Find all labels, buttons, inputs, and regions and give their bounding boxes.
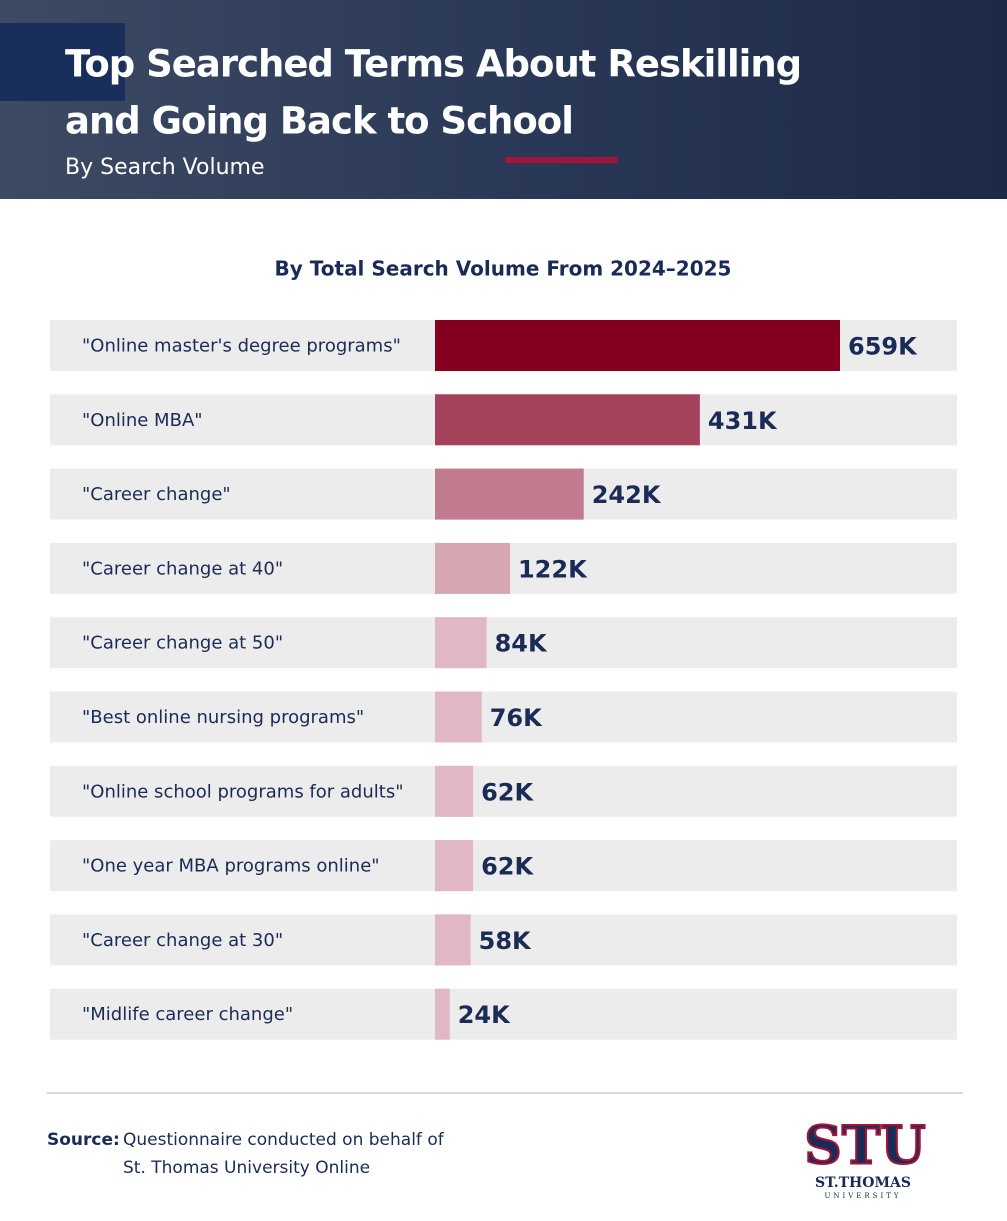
source-text: St. Thomas University Online <box>123 1158 370 1178</box>
row-background <box>50 617 957 669</box>
value-label: 62K <box>481 778 534 806</box>
header-title: Top Searched Terms About Reskilling <box>65 43 801 86</box>
bar <box>435 914 471 966</box>
bar <box>435 394 700 446</box>
bar <box>435 988 450 1040</box>
chart-title: By Total Search Volume From 2024–2025 <box>275 257 732 281</box>
category-label: "Best online nursing programs" <box>82 707 364 728</box>
bar <box>435 468 584 520</box>
row-background <box>50 840 957 892</box>
bar <box>435 765 474 817</box>
bar <box>435 542 510 594</box>
bar <box>435 617 487 669</box>
category-label: "Career change at 40" <box>82 558 283 579</box>
logo-name: ST.THOMAS <box>815 1175 911 1191</box>
category-label: "Career change" <box>82 484 231 505</box>
category-label: "Career change at 50" <box>82 633 283 654</box>
value-label: 76K <box>490 704 543 732</box>
header-accent <box>505 157 618 163</box>
row-background <box>50 691 957 743</box>
source-text: Questionnaire conducted on behalf of <box>123 1130 445 1150</box>
value-label: 24K <box>458 1001 511 1029</box>
category-label: "Career change at 30" <box>82 930 283 951</box>
logo-sub: UNIVERSITY <box>824 1192 901 1200</box>
value-label: 84K <box>495 630 548 658</box>
row-background <box>50 988 957 1040</box>
chart-rows: "Online master's degree programs" 659K "On… <box>50 320 957 1040</box>
value-label: 431K <box>708 407 778 435</box>
value-label: 122K <box>518 555 588 583</box>
header-title: and Going Back to School <box>65 100 573 143</box>
category-label: "Online school programs for adults" <box>82 781 403 802</box>
logo-mark: STU <box>804 1116 926 1177</box>
header-background <box>0 0 1007 199</box>
category-label: "Online master's degree programs" <box>82 336 401 357</box>
value-label: 58K <box>479 927 532 955</box>
category-label: "Online MBA" <box>82 410 203 431</box>
category-label: "Midlife career change" <box>82 1004 293 1025</box>
value-label: 659K <box>848 333 918 361</box>
bar <box>435 320 840 371</box>
header-subtitle: By Search Volume <box>65 155 265 180</box>
bar <box>435 840 474 892</box>
value-label: 242K <box>592 481 662 509</box>
row-background <box>50 914 957 966</box>
bar <box>435 691 482 743</box>
source-label: Source: <box>47 1130 120 1150</box>
category-label: "One year MBA programs online" <box>82 856 380 877</box>
header-block <box>0 23 125 101</box>
value-label: 62K <box>481 853 534 881</box>
row-background <box>50 765 957 817</box>
